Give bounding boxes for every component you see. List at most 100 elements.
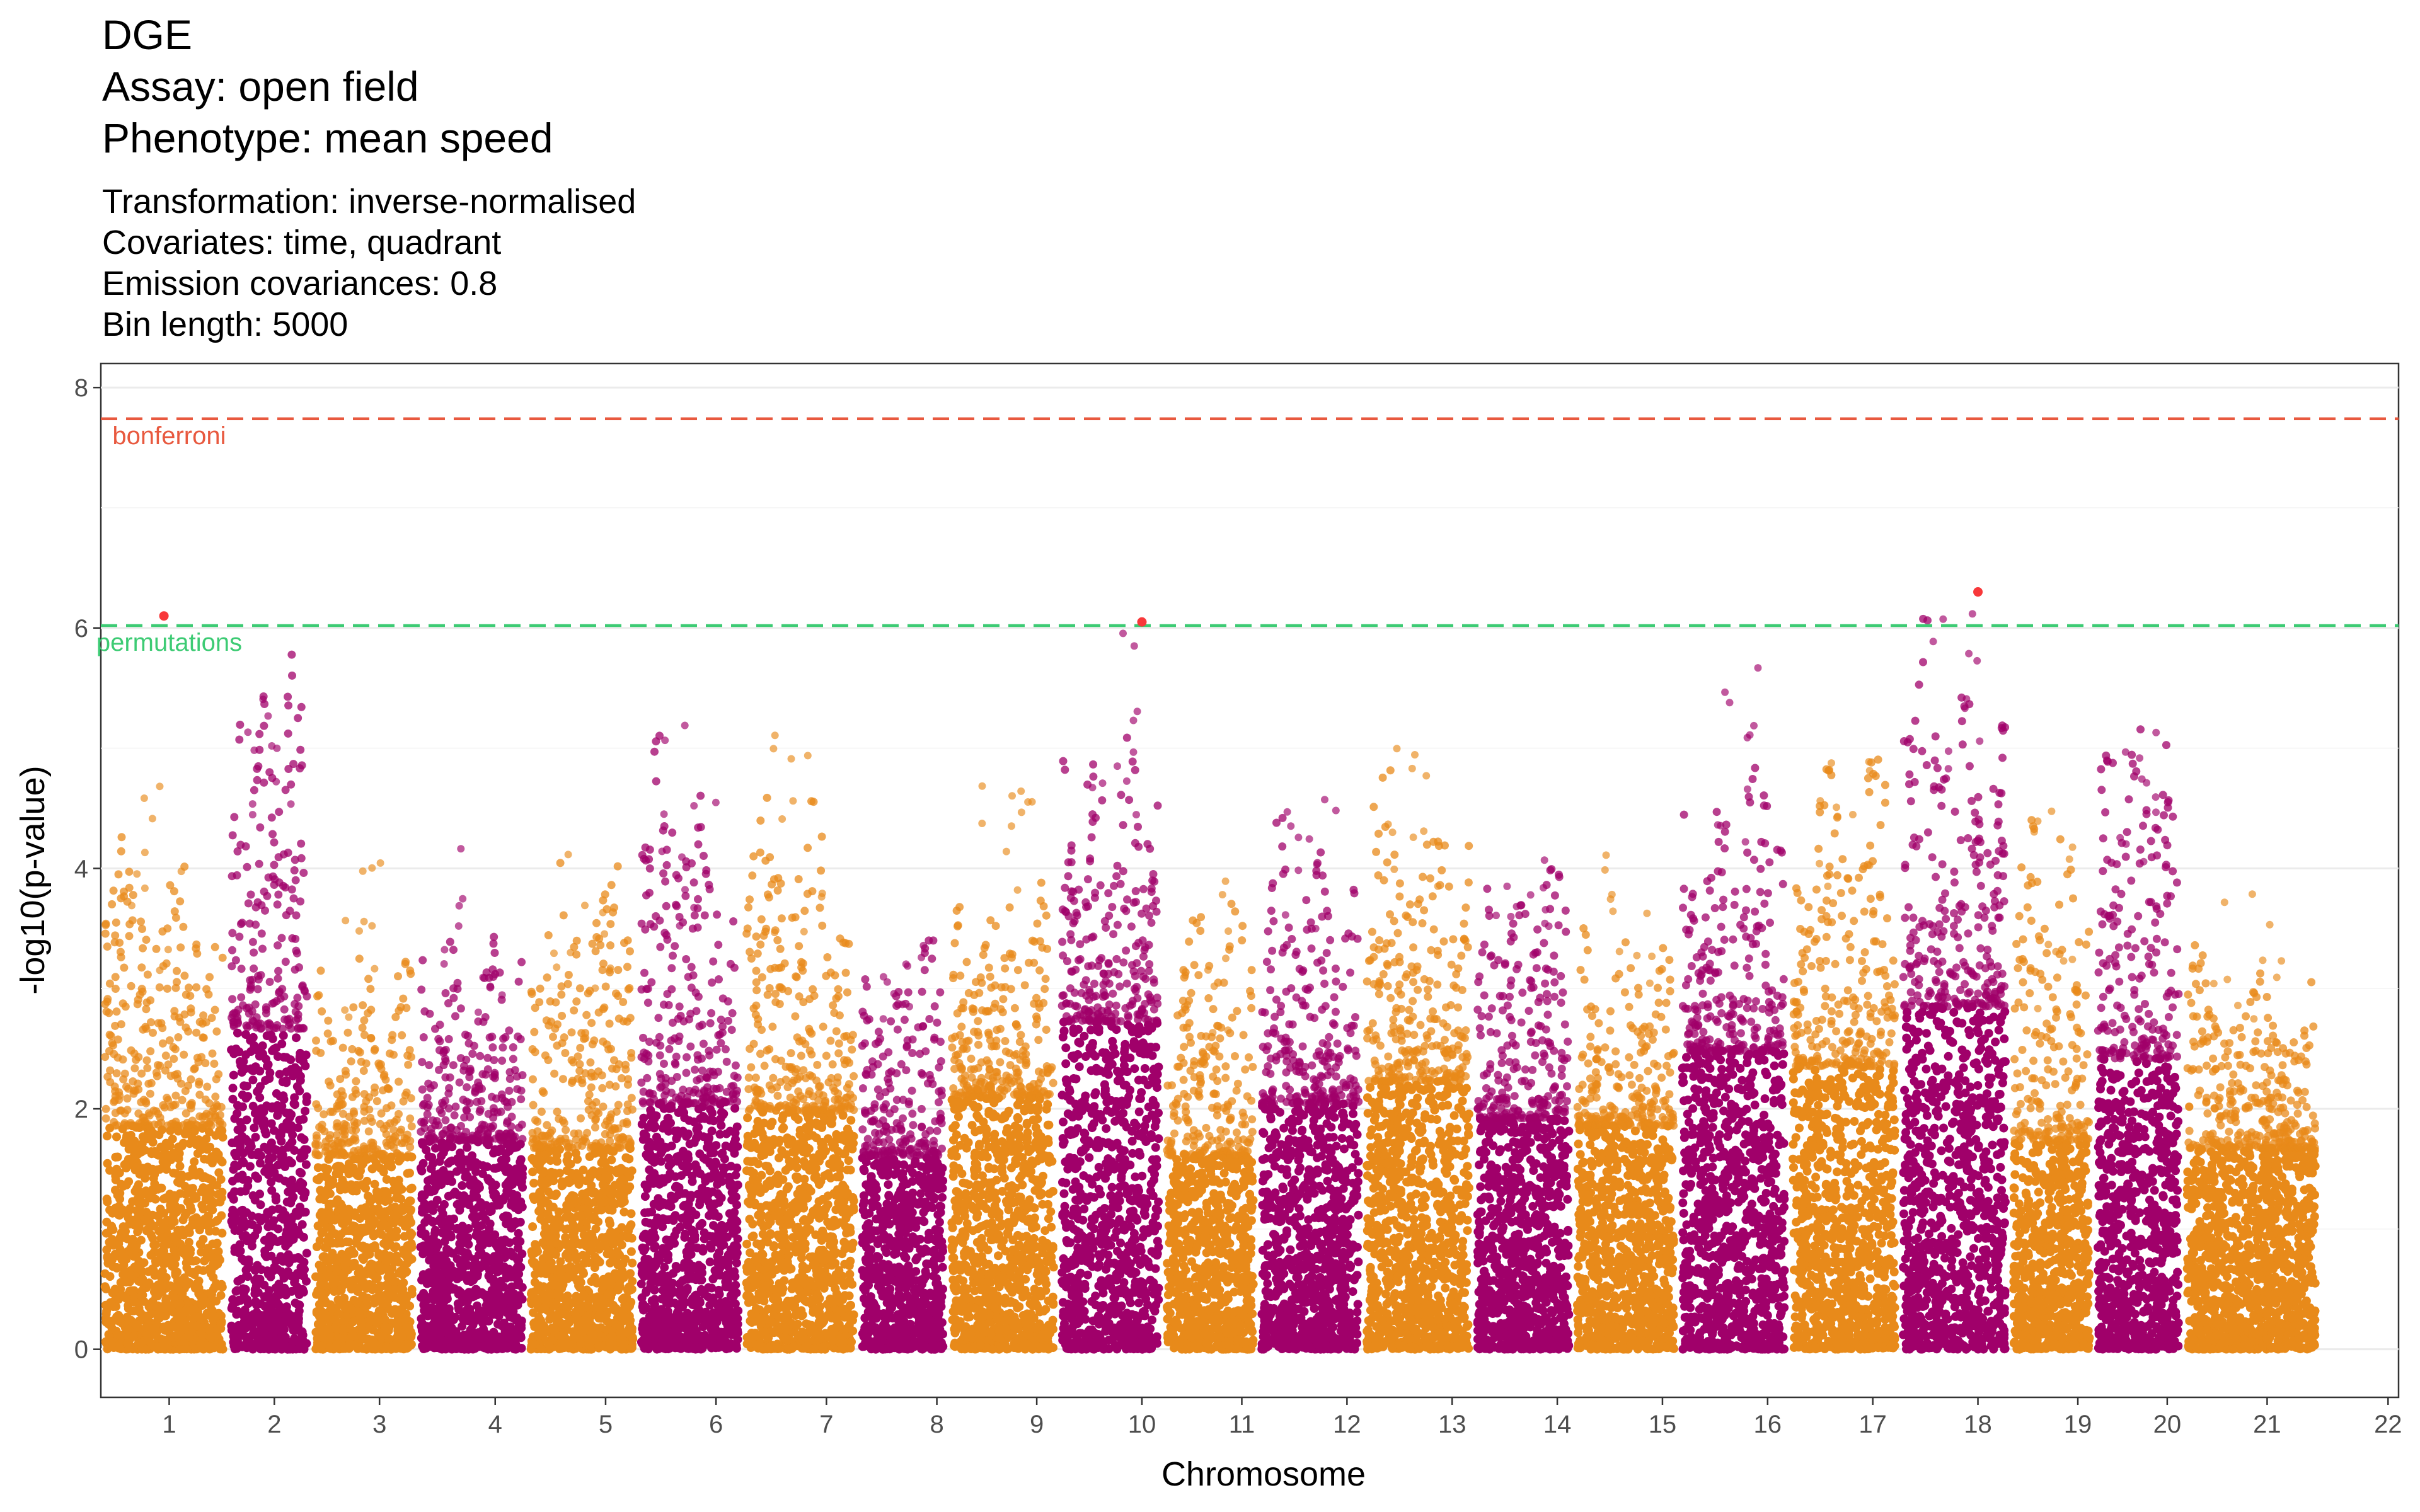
data-point (250, 746, 258, 754)
data-point (120, 1269, 129, 1278)
data-point (156, 1205, 165, 1214)
data-point (187, 1133, 197, 1143)
data-point (466, 1277, 476, 1286)
data-point (228, 1210, 237, 1220)
data-point (149, 1240, 159, 1250)
data-point (232, 1244, 241, 1254)
data-point (124, 1325, 133, 1334)
data-point (392, 1193, 401, 1203)
data-point (376, 1296, 385, 1305)
data-point (299, 1288, 308, 1297)
data-point (287, 1158, 296, 1167)
data-point (403, 1051, 412, 1060)
data-point (173, 966, 181, 975)
data-point (446, 1073, 454, 1082)
data-point (386, 1141, 395, 1150)
data-point (264, 1269, 273, 1279)
data-point (475, 1244, 484, 1253)
data-point (426, 1175, 435, 1184)
data-point (207, 1121, 216, 1130)
data-point (398, 1296, 406, 1305)
data-point (383, 1084, 392, 1092)
data-point (175, 1299, 185, 1309)
data-point (270, 881, 279, 889)
data-point (274, 941, 282, 950)
data-point (511, 1344, 521, 1354)
data-point (355, 927, 363, 935)
data-point (187, 1075, 195, 1084)
data-point (260, 1126, 270, 1136)
data-point (362, 1059, 371, 1068)
data-point (489, 1072, 498, 1081)
data-point (490, 1056, 498, 1065)
data-point (142, 1024, 151, 1033)
data-point (101, 1284, 111, 1293)
data-point (125, 883, 134, 892)
data-point (127, 982, 135, 990)
data-point (517, 1202, 527, 1211)
data-point (289, 894, 298, 903)
data-point (459, 895, 467, 903)
data-point (473, 1097, 481, 1106)
data-point (173, 1177, 182, 1187)
data-point (207, 1196, 216, 1205)
data-point (281, 1230, 291, 1240)
data-point (500, 1246, 510, 1256)
data-point (381, 1322, 390, 1331)
data-point (253, 1261, 262, 1270)
data-point (441, 946, 449, 954)
data-point (327, 1253, 337, 1263)
data-point (383, 1104, 391, 1113)
data-point (215, 1256, 224, 1264)
data-point (139, 1258, 149, 1268)
data-point (331, 1315, 340, 1325)
data-point (463, 1233, 473, 1242)
data-point (158, 1232, 167, 1241)
data-point (489, 1121, 498, 1130)
data-point (125, 868, 134, 876)
data-point (300, 1145, 309, 1154)
data-point (125, 932, 134, 941)
data-point (119, 1252, 129, 1261)
data-point (455, 1078, 464, 1087)
data-point (115, 1343, 125, 1353)
data-point (248, 937, 257, 946)
data-point (403, 1130, 412, 1139)
data-point (314, 1104, 323, 1113)
data-point (268, 999, 277, 1008)
data-point (453, 1299, 463, 1309)
data-point (352, 1077, 360, 1085)
data-point (454, 1246, 463, 1255)
data-point (498, 1322, 508, 1331)
data-point (103, 942, 112, 951)
data-point (458, 1181, 467, 1190)
data-point (170, 1246, 179, 1255)
data-point (241, 1266, 251, 1275)
data-point (457, 1133, 466, 1141)
data-point (144, 1079, 153, 1088)
data-point (182, 990, 190, 999)
data-point (193, 949, 202, 958)
data-point (134, 1085, 143, 1094)
data-point (498, 1298, 508, 1308)
data-point (491, 1189, 500, 1199)
data-point (297, 1133, 306, 1142)
data-point (108, 900, 117, 908)
data-point (115, 1331, 124, 1340)
data-point (544, 1291, 553, 1300)
data-point (371, 1318, 381, 1327)
data-point (446, 1134, 454, 1143)
data-point (366, 1113, 375, 1122)
data-point (208, 1315, 217, 1325)
data-point (164, 946, 172, 954)
data-point (114, 870, 123, 879)
data-point (105, 1031, 114, 1039)
data-point (190, 1064, 199, 1073)
data-point (318, 1264, 327, 1274)
data-point (394, 972, 402, 981)
data-point (115, 1194, 125, 1204)
data-point (235, 735, 244, 744)
data-point (161, 1337, 170, 1346)
data-point (360, 917, 368, 925)
data-point (124, 1338, 132, 1348)
